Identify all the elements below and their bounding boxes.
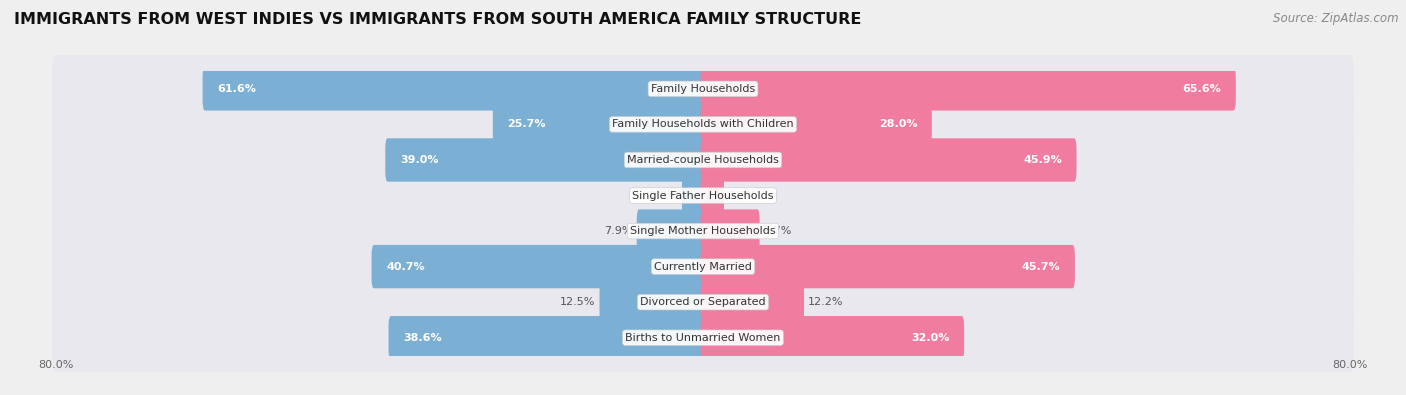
- FancyBboxPatch shape: [52, 55, 1354, 123]
- Text: 38.6%: 38.6%: [404, 333, 441, 343]
- FancyBboxPatch shape: [388, 316, 706, 359]
- Text: 25.7%: 25.7%: [508, 119, 546, 130]
- Text: IMMIGRANTS FROM WEST INDIES VS IMMIGRANTS FROM SOUTH AMERICA FAMILY STRUCTURE: IMMIGRANTS FROM WEST INDIES VS IMMIGRANT…: [14, 12, 862, 27]
- FancyBboxPatch shape: [52, 162, 1354, 229]
- FancyBboxPatch shape: [494, 103, 706, 146]
- Text: 45.9%: 45.9%: [1024, 155, 1062, 165]
- FancyBboxPatch shape: [682, 174, 706, 217]
- FancyBboxPatch shape: [700, 138, 1077, 182]
- Text: Single Father Households: Single Father Households: [633, 190, 773, 201]
- Text: Family Households with Children: Family Households with Children: [612, 119, 794, 130]
- Text: 45.7%: 45.7%: [1022, 261, 1060, 272]
- FancyBboxPatch shape: [52, 198, 1354, 265]
- FancyBboxPatch shape: [700, 67, 1236, 111]
- Text: Single Mother Households: Single Mother Households: [630, 226, 776, 236]
- FancyBboxPatch shape: [52, 91, 1354, 158]
- FancyBboxPatch shape: [52, 269, 1354, 336]
- FancyBboxPatch shape: [599, 280, 706, 324]
- FancyBboxPatch shape: [637, 209, 706, 253]
- FancyBboxPatch shape: [700, 245, 1076, 288]
- Text: 7.9%: 7.9%: [605, 226, 633, 236]
- Text: 40.7%: 40.7%: [387, 261, 425, 272]
- Text: Births to Unmarried Women: Births to Unmarried Women: [626, 333, 780, 343]
- FancyBboxPatch shape: [700, 174, 724, 217]
- FancyBboxPatch shape: [700, 316, 965, 359]
- Text: 6.7%: 6.7%: [763, 226, 792, 236]
- Text: Divorced or Separated: Divorced or Separated: [640, 297, 766, 307]
- Text: 2.3%: 2.3%: [650, 190, 678, 201]
- Text: Family Households: Family Households: [651, 84, 755, 94]
- Text: Currently Married: Currently Married: [654, 261, 752, 272]
- Text: Source: ZipAtlas.com: Source: ZipAtlas.com: [1274, 12, 1399, 25]
- Text: 2.3%: 2.3%: [728, 190, 756, 201]
- Text: Married-couple Households: Married-couple Households: [627, 155, 779, 165]
- FancyBboxPatch shape: [202, 67, 706, 111]
- FancyBboxPatch shape: [700, 103, 932, 146]
- FancyBboxPatch shape: [700, 209, 759, 253]
- Text: 39.0%: 39.0%: [399, 155, 439, 165]
- Text: 65.6%: 65.6%: [1182, 84, 1222, 94]
- Text: 28.0%: 28.0%: [879, 119, 917, 130]
- Text: 12.2%: 12.2%: [808, 297, 844, 307]
- FancyBboxPatch shape: [385, 138, 706, 182]
- FancyBboxPatch shape: [52, 126, 1354, 194]
- FancyBboxPatch shape: [52, 233, 1354, 300]
- Text: 32.0%: 32.0%: [911, 333, 949, 343]
- FancyBboxPatch shape: [700, 280, 804, 324]
- FancyBboxPatch shape: [52, 304, 1354, 371]
- FancyBboxPatch shape: [371, 245, 706, 288]
- Text: 12.5%: 12.5%: [560, 297, 596, 307]
- Text: 61.6%: 61.6%: [217, 84, 256, 94]
